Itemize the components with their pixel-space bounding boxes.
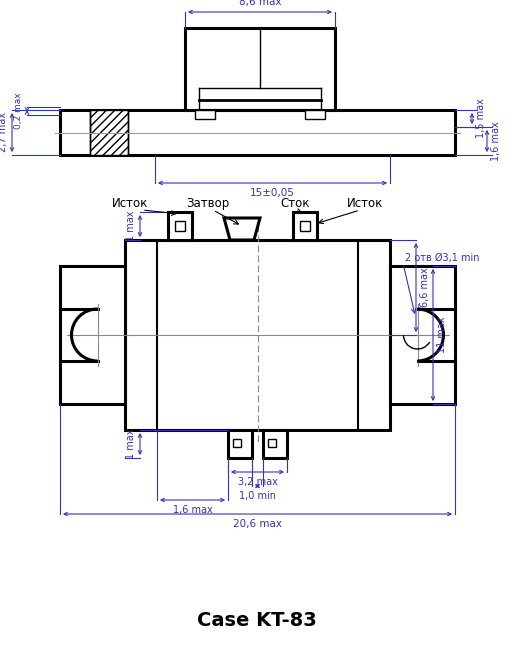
Text: Исток: Исток xyxy=(347,197,383,210)
Polygon shape xyxy=(224,218,260,240)
Bar xyxy=(293,212,317,240)
Bar xyxy=(125,240,390,430)
Bar xyxy=(185,28,335,110)
Bar xyxy=(235,224,243,232)
Text: 20,6 max: 20,6 max xyxy=(233,519,282,529)
Text: 15±0,05: 15±0,05 xyxy=(250,188,295,198)
Bar xyxy=(195,110,215,119)
Bar xyxy=(228,430,252,458)
Text: 3,2 max: 3,2 max xyxy=(237,477,278,487)
Text: 1,5 max: 1,5 max xyxy=(476,99,486,138)
Text: 1 max: 1 max xyxy=(126,211,136,241)
Text: Затвор: Затвор xyxy=(186,197,230,210)
Bar xyxy=(263,430,287,458)
Bar xyxy=(300,221,310,231)
Text: 11 max: 11 max xyxy=(437,317,447,353)
Text: 8,6 max: 8,6 max xyxy=(239,0,281,7)
Text: 1,6 max: 1,6 max xyxy=(173,505,212,515)
Bar xyxy=(90,110,128,155)
Text: 2 отв Ø3,1 min: 2 отв Ø3,1 min xyxy=(405,253,479,263)
Bar xyxy=(305,110,325,119)
Text: 6,6 max: 6,6 max xyxy=(420,267,430,308)
Text: 2,7 max: 2,7 max xyxy=(0,112,8,153)
Text: 1,0 min: 1,0 min xyxy=(239,491,276,501)
Bar xyxy=(390,266,455,404)
Text: 1 max: 1 max xyxy=(126,429,136,459)
Bar xyxy=(60,110,455,155)
Bar xyxy=(233,439,241,447)
Bar xyxy=(268,439,276,447)
Text: Исток: Исток xyxy=(112,197,148,210)
Text: 1,6 max: 1,6 max xyxy=(491,121,501,161)
Text: Сток: Сток xyxy=(280,197,310,210)
Text: 0,2 max: 0,2 max xyxy=(14,93,23,129)
Bar xyxy=(60,266,125,404)
Bar xyxy=(175,221,185,231)
Text: Case KT-83: Case KT-83 xyxy=(197,611,317,630)
Bar xyxy=(168,212,192,240)
